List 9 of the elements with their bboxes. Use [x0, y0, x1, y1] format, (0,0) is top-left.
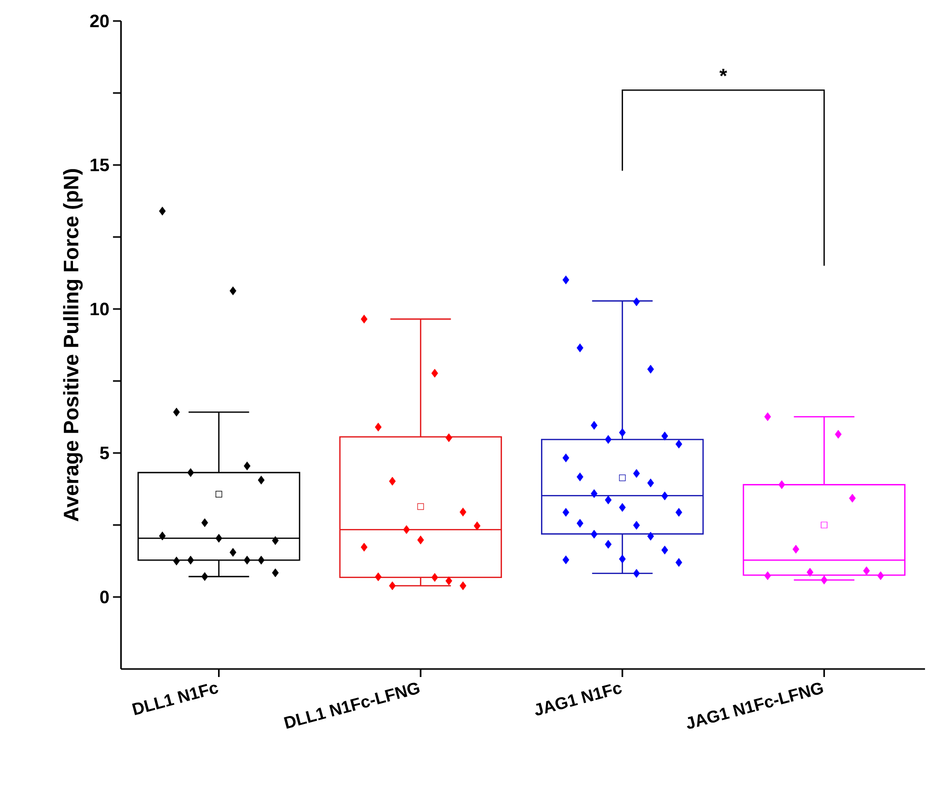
x-tick-label: JAG1 N1Fc	[535, 684, 622, 716]
y-tick-label: 20	[90, 14, 109, 28]
annotation: *	[719, 68, 728, 76]
y-axis-title: Average Positive Pulling Force (pN)	[63, 169, 83, 522]
y-tick-label: 0	[100, 590, 109, 604]
y-tick-label: 10	[90, 302, 109, 316]
y-tick-label: 5	[100, 446, 109, 460]
y-tick-label: 15	[90, 158, 109, 172]
x-tick-label: DLL1 N1Fc	[132, 684, 218, 716]
